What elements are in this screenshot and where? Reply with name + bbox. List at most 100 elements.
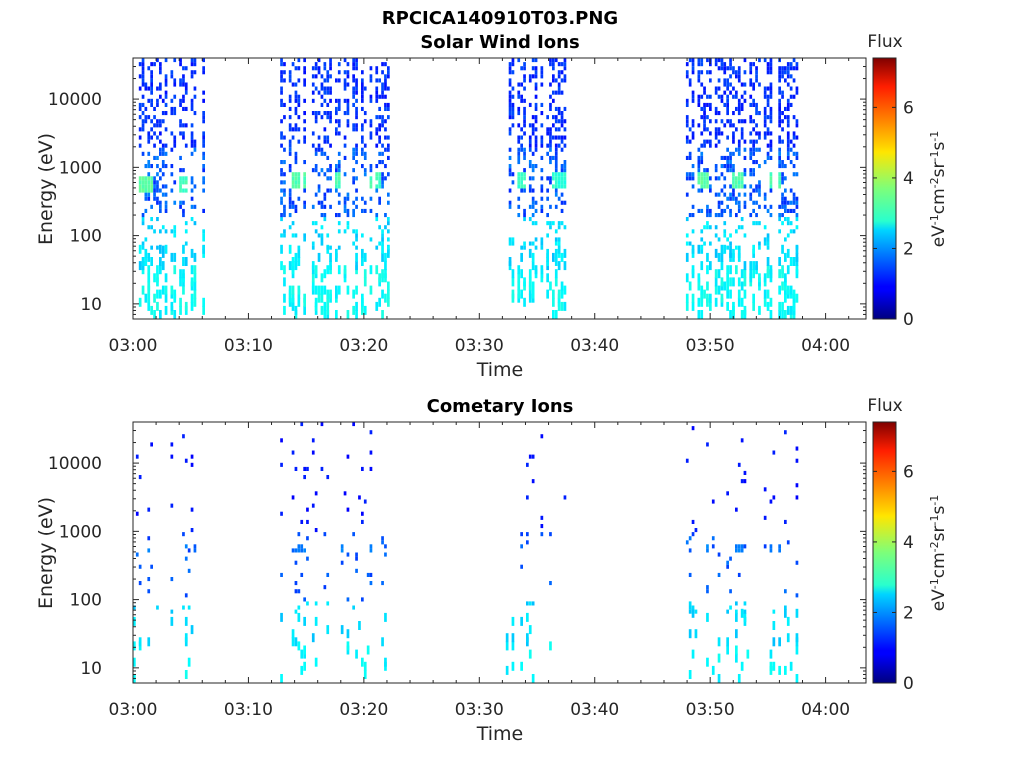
flux-cell [697, 310, 701, 319]
y-tick-label: 10 [80, 295, 102, 315]
flux-cell [755, 160, 758, 165]
flux-cell [737, 544, 741, 549]
flux-cell [563, 74, 567, 79]
flux-cell [769, 499, 773, 504]
flux-cell [384, 74, 387, 79]
flux-cell [778, 180, 781, 185]
flux-cell [369, 265, 373, 275]
flux-cell [329, 111, 332, 116]
flux-cell [786, 70, 790, 75]
flux-cell [691, 62, 695, 67]
flux-cell [375, 164, 379, 169]
flux-cell [691, 66, 695, 71]
flux-cell [343, 143, 347, 148]
flux-cell [179, 62, 182, 67]
flux-cell [164, 208, 168, 213]
flux-cell [685, 139, 689, 144]
flux-cell [729, 589, 732, 594]
flux-cell [795, 225, 799, 230]
flux-cell [135, 511, 139, 516]
flux-cell [190, 131, 194, 136]
flux-cell [766, 70, 770, 75]
flux-cell [147, 252, 151, 262]
flux-cell [743, 98, 747, 103]
flux-cell [170, 229, 174, 234]
flux-cell [540, 265, 544, 275]
flux-cell [772, 621, 776, 630]
flux-cell [795, 196, 799, 201]
flux-cell [173, 200, 177, 205]
flux-cell [147, 172, 151, 177]
flux-cell [173, 252, 177, 262]
flux-cell [560, 90, 564, 95]
flux-cell [335, 172, 338, 177]
flux-cell [352, 241, 355, 246]
flux-cell [685, 176, 689, 181]
flux-cell [778, 184, 781, 189]
flux-cell [743, 544, 747, 549]
flux-cell [303, 127, 306, 132]
flux-cell [329, 245, 332, 250]
flux-cell [691, 265, 695, 275]
flux-cell [280, 78, 283, 83]
flux-cell [763, 123, 767, 128]
flux-cell [511, 289, 515, 299]
flux-cell [159, 188, 162, 193]
flux-cell [508, 106, 512, 111]
flux-cell [735, 127, 738, 132]
flux-cell [378, 78, 381, 83]
flux-cell [147, 192, 151, 197]
flux-cell [346, 98, 350, 103]
flux-cell [795, 560, 799, 565]
flux-cell [766, 127, 770, 132]
flux-cell [156, 155, 159, 160]
flux-cell [346, 507, 350, 512]
flux-cell [726, 160, 729, 165]
flux-cell [283, 233, 286, 238]
flux-cell [554, 241, 558, 246]
flux-cell [709, 213, 712, 218]
flux-cell [549, 221, 552, 226]
flux-cell [355, 106, 358, 111]
flux-cell [723, 176, 727, 181]
flux-cell [138, 102, 142, 107]
flux-cell [523, 245, 526, 250]
flux-cell [159, 208, 162, 213]
flux-cell [752, 261, 755, 271]
flux-cell [703, 106, 706, 111]
flux-cell [335, 106, 338, 111]
flux-cell [182, 176, 185, 181]
flux-cell [523, 168, 526, 173]
flux-cell [726, 204, 729, 209]
flux-cell [737, 143, 741, 148]
x-tick-label: 03:30 [455, 700, 504, 720]
flux-cell [531, 196, 535, 201]
colorbar-tick-label: 4 [903, 533, 914, 553]
flux-cell [691, 176, 695, 181]
flux-cell [531, 221, 535, 226]
flux-cell [729, 164, 732, 169]
flux-cell [182, 605, 185, 610]
flux-cell [150, 305, 153, 315]
flux-cell [173, 265, 177, 275]
flux-cell [190, 507, 194, 512]
flux-cell [326, 115, 330, 120]
flux-cell [726, 147, 729, 152]
flux-cell [179, 184, 182, 189]
flux-cell [190, 62, 194, 67]
flux-cell [534, 127, 538, 132]
flux-cell [320, 293, 324, 303]
flux-cell [153, 106, 156, 111]
flux-cell [387, 147, 390, 152]
flux-cell [291, 200, 295, 205]
flux-cell [381, 90, 384, 95]
flux-cell [138, 62, 142, 67]
flux-cell [766, 155, 770, 160]
flux-cell [769, 62, 773, 67]
flux-cell [752, 269, 755, 279]
flux-cell [752, 147, 755, 152]
flux-cell [706, 172, 709, 177]
flux-cell [523, 217, 526, 222]
flux-cell [190, 70, 194, 75]
flux-cell [752, 168, 755, 173]
